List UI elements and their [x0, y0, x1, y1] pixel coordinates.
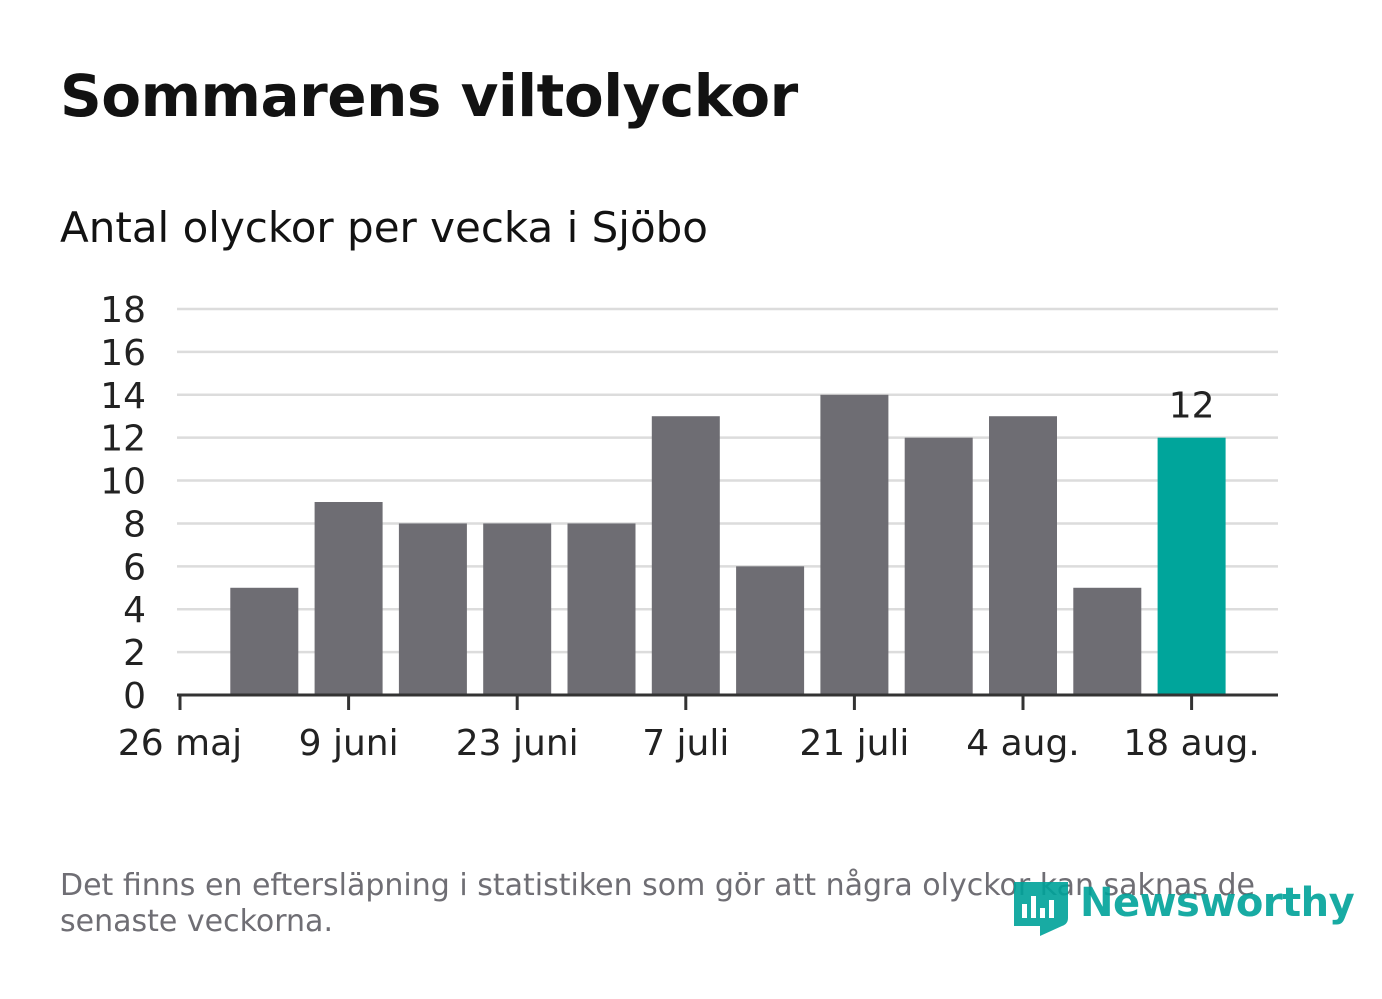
- bar: [567, 523, 636, 695]
- bar: [1073, 587, 1142, 695]
- data-label: 12: [1169, 386, 1215, 427]
- bar: [989, 416, 1057, 695]
- bar: [651, 416, 720, 695]
- x-tick-label: 26 maj: [118, 723, 242, 764]
- x-tick-label: 4 aug.: [966, 723, 1080, 764]
- bar: [1157, 437, 1226, 695]
- x-tick-label: 18 aug.: [1123, 723, 1259, 764]
- bar: [904, 437, 973, 695]
- newsworthy-logo: Newsworthy: [1010, 878, 1355, 944]
- bar: [483, 523, 552, 695]
- y-tick-label: 4: [123, 590, 146, 631]
- bar: [398, 523, 467, 695]
- y-tick-label: 16: [100, 333, 146, 374]
- y-tick-label: 14: [100, 376, 146, 417]
- x-tick-label: 21 juli: [799, 723, 909, 764]
- bar: [736, 566, 805, 695]
- y-tick-label: 0: [123, 676, 146, 717]
- y-tick-label: 2: [123, 633, 146, 674]
- x-tick-label: 7 juli: [642, 723, 729, 764]
- newsworthy-logo-text: Newsworthy: [1080, 880, 1355, 926]
- bar: [820, 394, 889, 695]
- bar: [314, 502, 383, 695]
- bar: [230, 587, 299, 695]
- y-tick-label: 18: [100, 290, 146, 331]
- y-tick-label: 6: [123, 547, 146, 588]
- chart-title: Sommarens viltolyckor: [60, 62, 798, 130]
- x-tick-label: 23 juni: [456, 723, 579, 764]
- y-tick-label: 10: [100, 462, 146, 503]
- y-tick-label: 8: [123, 504, 146, 545]
- chart-subtitle: Antal olyckor per vecka i Sjöbo: [60, 203, 709, 252]
- y-tick-label: 12: [100, 419, 146, 460]
- newsworthy-logo-icon: [1014, 882, 1068, 936]
- x-tick-label: 9 juni: [299, 723, 399, 764]
